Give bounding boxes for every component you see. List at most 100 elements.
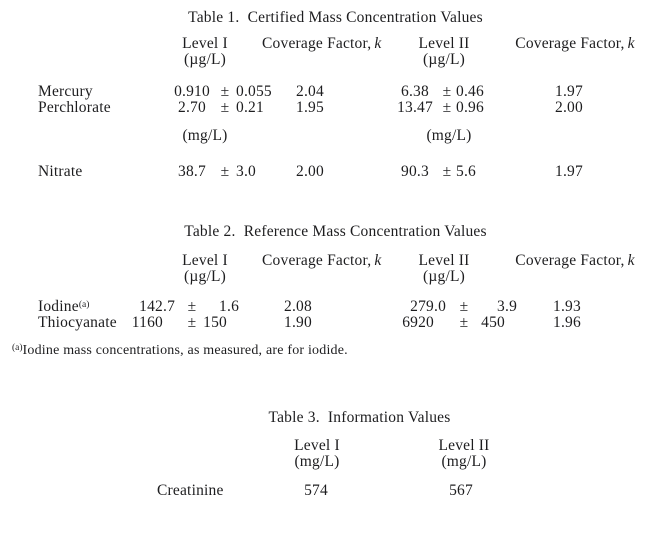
level2-value-int: 279 bbox=[410, 298, 434, 315]
level1-uncertainty: 0.21 bbox=[236, 99, 264, 116]
table2-level2-unit: (µg/L) bbox=[423, 268, 465, 285]
table2-level2-header: Level II (µg/L) bbox=[394, 253, 494, 285]
level2-value: 90.3 bbox=[401, 163, 429, 180]
table3-level1-unit: (mg/L) bbox=[294, 453, 340, 470]
table1-level1-unit: (µg/L) bbox=[184, 51, 226, 68]
table2-header-row: Level I (µg/L) Coverage Factor, k Level I… bbox=[0, 253, 647, 285]
level2-uncertainty: 5.6 bbox=[456, 163, 476, 180]
table3-header-row: Level I (mg/L) Level II (mg/L) bbox=[0, 438, 647, 470]
plus-minus-symbol: ± bbox=[442, 83, 452, 100]
level1-uncertainty-frac: .6 bbox=[227, 298, 240, 315]
level1-value: 2.70 bbox=[178, 99, 206, 116]
level1-value-int: 1160 bbox=[131, 314, 163, 331]
analyte-name: Iodine(a) bbox=[38, 298, 90, 315]
coverage-factor1-value: 2.04 bbox=[296, 83, 324, 100]
plus-minus-symbol: ± bbox=[442, 99, 452, 116]
table1-level2-unit: (µg/L) bbox=[423, 51, 465, 68]
table-row-nitrate: Nitrate 38.7 ± 3.0 2.00 90.3 ± 5.6 1.97 bbox=[0, 164, 647, 180]
k-symbol: k bbox=[627, 252, 635, 269]
table2-level2-label: Level II bbox=[418, 252, 470, 269]
table-row-perchlorate: Perchlorate 2.70 ± 0.21 1.95 13.47 ± 0.9… bbox=[0, 100, 647, 116]
level1-value: 0.910 bbox=[174, 83, 210, 100]
level2-uncertainty: 0.46 bbox=[456, 83, 484, 100]
table3-level1-header: Level I (mg/L) bbox=[267, 438, 367, 470]
table1-coverage-factor2-header: Coverage Factor, k bbox=[515, 36, 635, 68]
coverage-factor2-value: 1.97 bbox=[555, 163, 583, 180]
k-symbol: k bbox=[374, 252, 382, 269]
coverage-factor1-value: 1.95 bbox=[296, 99, 324, 116]
plus-minus-symbol: ± bbox=[442, 163, 452, 180]
table1-title: Table 1. Certified Mass Concentration Va… bbox=[188, 9, 483, 26]
table3-level2-header: Level II (mg/L) bbox=[414, 438, 514, 470]
table2-level1-unit: (µg/L) bbox=[184, 268, 226, 285]
table2-title: Table 2. Reference Mass Concentration Va… bbox=[184, 223, 487, 240]
table1-level2-header: Level II (µg/L) bbox=[394, 36, 494, 68]
table3-level2-label: Level II bbox=[438, 437, 490, 454]
level1-value-frac: .7 bbox=[163, 298, 176, 315]
table1-level1-label: Level I bbox=[182, 35, 228, 52]
coverage-factor-label: Coverage Factor, bbox=[515, 252, 625, 269]
footnote-marker: (a) bbox=[78, 299, 90, 310]
level1-value: 574 bbox=[304, 482, 328, 499]
table-row-iodine: Iodine(a) 142 .7 ± 1 .6 2.08 279 .0 ± 3 … bbox=[0, 299, 647, 317]
coverage-factor2-value: 1.97 bbox=[555, 83, 583, 100]
level2-value: 13.47 bbox=[397, 99, 433, 116]
coverage-factor1-value: 2.00 bbox=[296, 163, 324, 180]
coverage-factor-label: Coverage Factor, bbox=[515, 35, 625, 52]
level2-uncertainty-int: 3 bbox=[497, 298, 505, 315]
table-row-creatinine: Creatinine 574 567 bbox=[0, 483, 647, 499]
table-row-thiocyanate: Thiocyanate 1160 ± 150 1.90 6920 ± 450 1… bbox=[0, 315, 647, 331]
level2-value-frac bbox=[434, 315, 455, 331]
footnote-text: Iodine mass concentrations, as measured,… bbox=[22, 343, 348, 358]
analyte-name: Creatinine bbox=[157, 482, 224, 499]
table2-level1-label: Level I bbox=[182, 252, 228, 269]
plus-minus-symbol: ± bbox=[459, 314, 469, 331]
level2-value: 6.38 bbox=[401, 83, 429, 100]
plus-minus-symbol: ± bbox=[187, 314, 197, 331]
level2-uncertainty-frac bbox=[505, 315, 517, 331]
level2-value-frac: .0 bbox=[434, 298, 447, 315]
coverage-factor1-value: 1.90 bbox=[284, 314, 312, 331]
coverage-factor2-value: 2.00 bbox=[555, 99, 583, 116]
level1-uncertainty: 3.0 bbox=[236, 163, 256, 180]
coverage-factor-label: Coverage Factor, bbox=[262, 252, 372, 269]
plus-minus-symbol: ± bbox=[220, 83, 230, 100]
analyte-name: Thiocyanate bbox=[38, 314, 117, 331]
level1-uncertainty-int: 150 bbox=[203, 314, 227, 331]
plus-minus-symbol: ± bbox=[459, 298, 469, 315]
level1-value-frac bbox=[163, 315, 184, 331]
table3-level1-label: Level I bbox=[294, 437, 340, 454]
level1-uncertainty-int: 1 bbox=[219, 298, 227, 315]
analyte-name: Mercury bbox=[38, 83, 93, 100]
level2-value: 567 bbox=[449, 482, 473, 499]
table1-level2-label: Level II bbox=[418, 35, 470, 52]
level1-value-int: 142 bbox=[139, 298, 163, 315]
footnote-marker: (a) bbox=[12, 342, 23, 353]
table-row-mercury: Mercury 0.910 ± 0.055 2.04 6.38 ± 0.46 1… bbox=[0, 84, 647, 100]
table2-level1-header: Level I (µg/L) bbox=[155, 253, 255, 285]
table2-coverage-factor1-header: Coverage Factor, k bbox=[262, 252, 381, 285]
analyte-name: Nitrate bbox=[38, 163, 83, 180]
table3-title: Table 3. Information Values bbox=[268, 409, 451, 426]
k-symbol: k bbox=[374, 35, 382, 52]
level2-unit-mg: (mg/L) bbox=[426, 127, 472, 144]
coverage-factor2-value: 1.96 bbox=[553, 314, 581, 331]
analyte-name: Perchlorate bbox=[38, 99, 111, 116]
table1-unit-row: (mg/L) (mg/L) bbox=[0, 128, 647, 144]
coverage-factor2-value: 1.93 bbox=[553, 298, 581, 315]
level1-uncertainty: 0.055 bbox=[236, 83, 272, 100]
level2-uncertainty-int: 450 bbox=[481, 314, 505, 331]
table2-coverage-factor2-header: Coverage Factor, k bbox=[515, 253, 635, 285]
level1-value: 38.7 bbox=[178, 163, 206, 180]
plus-minus-symbol: ± bbox=[220, 99, 230, 116]
k-symbol: k bbox=[627, 35, 635, 52]
coverage-factor-label: Coverage Factor, bbox=[262, 35, 372, 52]
level1-unit-mg: (mg/L) bbox=[182, 127, 228, 144]
level2-uncertainty: 0.96 bbox=[456, 99, 484, 116]
plus-minus-symbol: ± bbox=[220, 163, 230, 180]
coverage-factor1-value: 2.08 bbox=[284, 298, 312, 315]
level1-uncertainty-frac bbox=[227, 315, 247, 331]
table1-level1-header: Level I (µg/L) bbox=[155, 36, 255, 68]
level2-value-int: 6920 bbox=[402, 314, 434, 331]
